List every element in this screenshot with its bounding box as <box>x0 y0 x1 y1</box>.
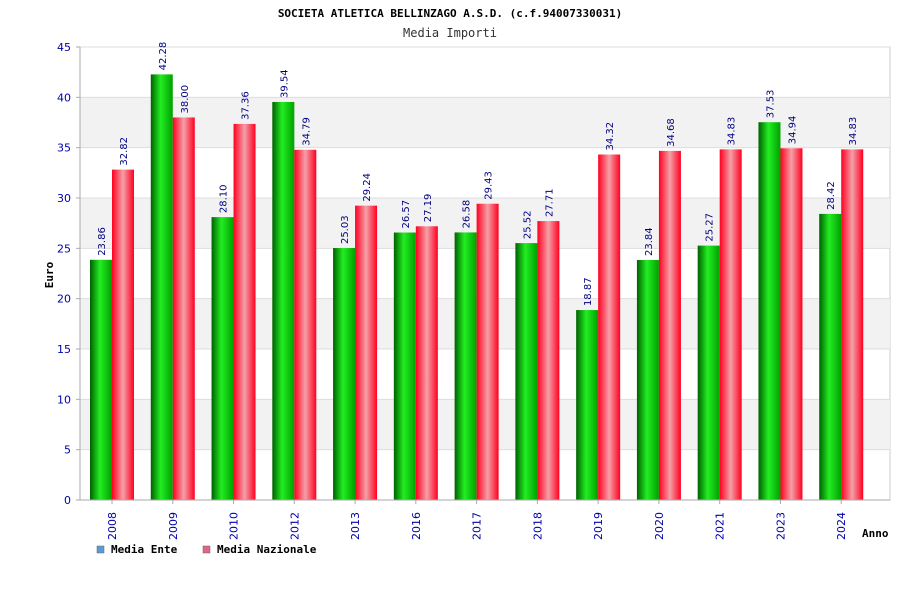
x-tick-label: 2016 <box>410 512 423 540</box>
bar-media-nazionale <box>537 221 560 500</box>
data-label: 27.19 <box>423 194 434 223</box>
x-tick-label: 2018 <box>531 512 544 540</box>
bar-media-ente <box>90 259 112 500</box>
legend-label-media-ente: Media Ente <box>111 543 178 556</box>
bar-media-nazionale <box>658 150 681 500</box>
y-tick-label: 45 <box>57 41 71 54</box>
x-tick-label: 2023 <box>774 512 787 540</box>
data-label: 29.24 <box>362 173 373 202</box>
data-label: 25.27 <box>705 213 716 242</box>
bar-media-ente <box>758 122 781 500</box>
bar-media-nazionale <box>233 123 256 500</box>
x-axis: 2008 2009 2010 2012 2013 2016 2017 2018 2019 2020… <box>80 499 890 540</box>
bar-media-nazionale <box>355 205 378 500</box>
data-label: 26.57 <box>401 200 412 229</box>
x-tick-label: 2010 <box>228 512 241 540</box>
bar-media-ente <box>333 248 356 500</box>
y-axis: 0 5 10 15 20 25 30 35 40 45 <box>57 41 81 507</box>
bar-media-nazionale <box>294 149 317 500</box>
data-label: 25.52 <box>522 210 533 239</box>
x-tick-label: 2020 <box>653 512 666 540</box>
data-label: 25.03 <box>340 215 351 244</box>
data-label: 34.94 <box>787 116 798 145</box>
data-label: 18.87 <box>583 277 594 306</box>
data-label: 26.58 <box>462 200 473 229</box>
y-tick-label: 30 <box>57 192 71 205</box>
data-label: 34.32 <box>605 122 616 151</box>
bar-media-ente <box>636 260 659 500</box>
x-tick-label: 2008 <box>106 512 119 540</box>
y-tick-label: 35 <box>57 142 71 155</box>
data-label: 37.36 <box>241 91 252 120</box>
data-label: 28.42 <box>826 181 837 210</box>
data-label: 27.71 <box>544 188 555 217</box>
data-label: 32.82 <box>119 137 130 166</box>
data-label: 37.53 <box>765 90 776 119</box>
data-label: 38.00 <box>180 85 191 114</box>
x-tick-label: 2017 <box>471 512 484 540</box>
y-tick-label: 0 <box>64 494 71 507</box>
data-label: 34.83 <box>848 117 859 146</box>
x-tick-label: 2019 <box>592 512 605 540</box>
bar-media-nazionale <box>780 148 803 500</box>
chart-subtitle: Media Importi <box>403 26 497 40</box>
x-tick-label: 2013 <box>349 512 362 540</box>
legend: Media Ente Media Nazionale <box>96 543 317 556</box>
bar-media-ente <box>272 101 295 501</box>
y-tick-label: 5 <box>64 444 71 457</box>
bar-media-ente <box>393 232 416 500</box>
grid-band <box>80 97 890 148</box>
x-tick-label: 2021 <box>714 512 727 540</box>
bar-media-ente <box>211 217 234 501</box>
bar-media-ente <box>819 213 842 500</box>
bar-media-ente <box>454 232 477 501</box>
data-label: 34.68 <box>666 118 677 147</box>
chart-title: SOCIETA ATLETICA BELLINZAGO A.S.D. (c.f.… <box>278 7 622 20</box>
bar-media-nazionale <box>841 149 864 501</box>
bar-media-ente <box>697 245 720 500</box>
bar-media-nazionale <box>476 203 499 500</box>
x-tick-label: 2012 <box>288 512 301 540</box>
bar-media-ente <box>576 310 599 500</box>
data-label: 34.83 <box>727 117 738 146</box>
data-label: 23.84 <box>644 227 655 256</box>
data-label: 23.86 <box>97 227 108 256</box>
y-tick-label: 10 <box>57 393 71 406</box>
y-tick-label: 40 <box>57 91 71 104</box>
bar-media-nazionale <box>719 149 742 501</box>
bar-media-ente <box>150 74 173 500</box>
bar-media-nazionale <box>415 226 438 500</box>
data-label: 34.79 <box>301 117 312 146</box>
data-label: 39.54 <box>279 69 290 98</box>
bar-media-ente <box>515 243 538 500</box>
data-label: 29.43 <box>484 171 495 200</box>
x-axis-label: Anno <box>862 527 889 540</box>
bar-media-nazionale <box>172 117 195 500</box>
y-tick-label: 15 <box>57 343 71 356</box>
legend-swatch-media-ente <box>96 545 105 554</box>
bar-media-nazionale <box>598 154 621 500</box>
x-tick-label: 2009 <box>167 512 180 540</box>
data-label: 42.28 <box>158 42 169 71</box>
data-label: 28.10 <box>219 184 230 213</box>
bar-media-nazionale <box>112 169 134 500</box>
legend-label-media-nazionale: Media Nazionale <box>217 543 317 556</box>
bars-group: 23.86 32.82 42.28 38.00 28.10 37.36 39.54 34.79… <box>90 42 864 501</box>
y-tick-label: 25 <box>57 242 71 255</box>
x-tick-label: 2024 <box>835 512 848 540</box>
y-axis-label: Euro <box>43 261 56 288</box>
legend-swatch-media-nazionale <box>202 545 211 554</box>
y-tick-label: 20 <box>57 293 71 306</box>
